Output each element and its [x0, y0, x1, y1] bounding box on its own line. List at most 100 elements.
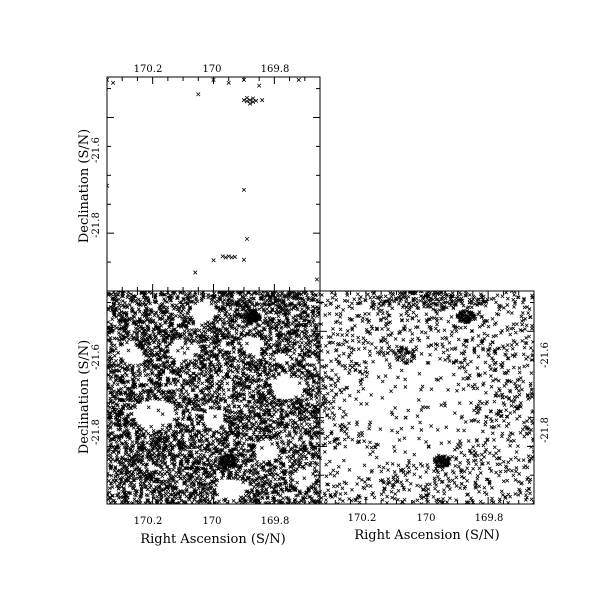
data-point — [250, 374, 255, 379]
data-point — [189, 328, 194, 332]
data-point — [285, 455, 289, 460]
data-point — [300, 425, 305, 430]
data-point — [156, 472, 161, 477]
data-point — [107, 183, 110, 188]
data-point — [207, 357, 212, 361]
data-point — [144, 398, 149, 402]
data-point — [242, 448, 246, 453]
data-point — [196, 92, 201, 97]
data-point — [236, 423, 240, 427]
data-point — [130, 404, 135, 408]
data-point — [146, 405, 151, 410]
data-point — [242, 454, 246, 459]
data-point — [269, 418, 273, 423]
data-point — [198, 452, 203, 457]
data-point — [130, 440, 135, 444]
data-point — [236, 363, 241, 368]
data-point — [195, 398, 199, 402]
data-point — [108, 405, 113, 410]
data-point — [290, 346, 295, 350]
data-point — [122, 445, 127, 450]
data-point — [314, 277, 320, 282]
data-point — [165, 434, 170, 439]
data-point — [205, 334, 210, 339]
data-point — [187, 368, 192, 372]
data-point — [302, 345, 307, 349]
data-point — [148, 301, 153, 306]
data-point — [255, 459, 260, 464]
data-point — [237, 352, 242, 357]
data-point — [302, 418, 307, 423]
data-point — [225, 381, 230, 386]
data-point — [276, 314, 281, 319]
data-point — [252, 304, 257, 308]
data-point — [248, 300, 252, 304]
data-point — [310, 496, 314, 501]
data-point — [195, 384, 200, 389]
data-point — [232, 365, 237, 370]
data-point — [227, 448, 232, 453]
data-point — [114, 326, 119, 330]
data-point — [190, 407, 195, 411]
data-point — [203, 330, 208, 335]
data-point — [156, 338, 161, 343]
data-point — [188, 291, 193, 295]
data-point — [109, 455, 113, 460]
data-point — [166, 480, 171, 484]
data-point — [207, 353, 211, 358]
data-point — [307, 422, 312, 427]
data-point — [212, 390, 217, 395]
data-point — [125, 340, 129, 345]
data-point — [271, 353, 275, 358]
data-point — [220, 254, 225, 259]
data-point — [299, 422, 304, 426]
data-point — [127, 317, 132, 322]
data-point — [178, 395, 183, 400]
data-point — [150, 372, 155, 376]
data-point — [117, 306, 122, 311]
data-point — [167, 467, 172, 472]
data-point — [188, 383, 193, 388]
data-point — [202, 325, 207, 330]
data-point — [278, 435, 283, 440]
data-point — [165, 305, 170, 310]
data-point — [317, 501, 320, 504]
data-point — [239, 436, 244, 441]
data-point — [193, 494, 198, 499]
data-point — [299, 376, 304, 380]
data-point — [311, 384, 315, 389]
data-point — [212, 346, 216, 351]
data-point — [272, 408, 277, 413]
data-point — [261, 385, 266, 390]
data-point — [306, 319, 311, 324]
data-point — [202, 478, 207, 483]
data-point — [231, 377, 235, 382]
data-point — [202, 393, 207, 398]
data-point — [181, 468, 185, 473]
data-point — [295, 451, 300, 455]
data-point — [292, 338, 297, 343]
data-point — [231, 499, 236, 503]
data-point — [184, 389, 189, 394]
data-point — [252, 456, 257, 461]
data-point — [186, 328, 191, 333]
data-point — [223, 441, 228, 446]
data-point — [147, 348, 152, 353]
data-point — [192, 456, 197, 461]
data-point — [219, 476, 224, 481]
data-point — [212, 475, 217, 480]
data-point — [250, 96, 256, 101]
data-point — [188, 359, 193, 364]
data-point — [229, 255, 234, 260]
data-point — [209, 301, 214, 306]
data-point — [181, 385, 185, 390]
data-point — [290, 322, 295, 326]
data-point — [211, 258, 216, 263]
data-point — [179, 383, 184, 387]
data-point — [126, 348, 131, 353]
data-point — [148, 396, 153, 401]
data-point — [238, 355, 243, 360]
data-point — [116, 450, 121, 455]
data-point — [110, 384, 115, 389]
data-point — [234, 501, 239, 504]
